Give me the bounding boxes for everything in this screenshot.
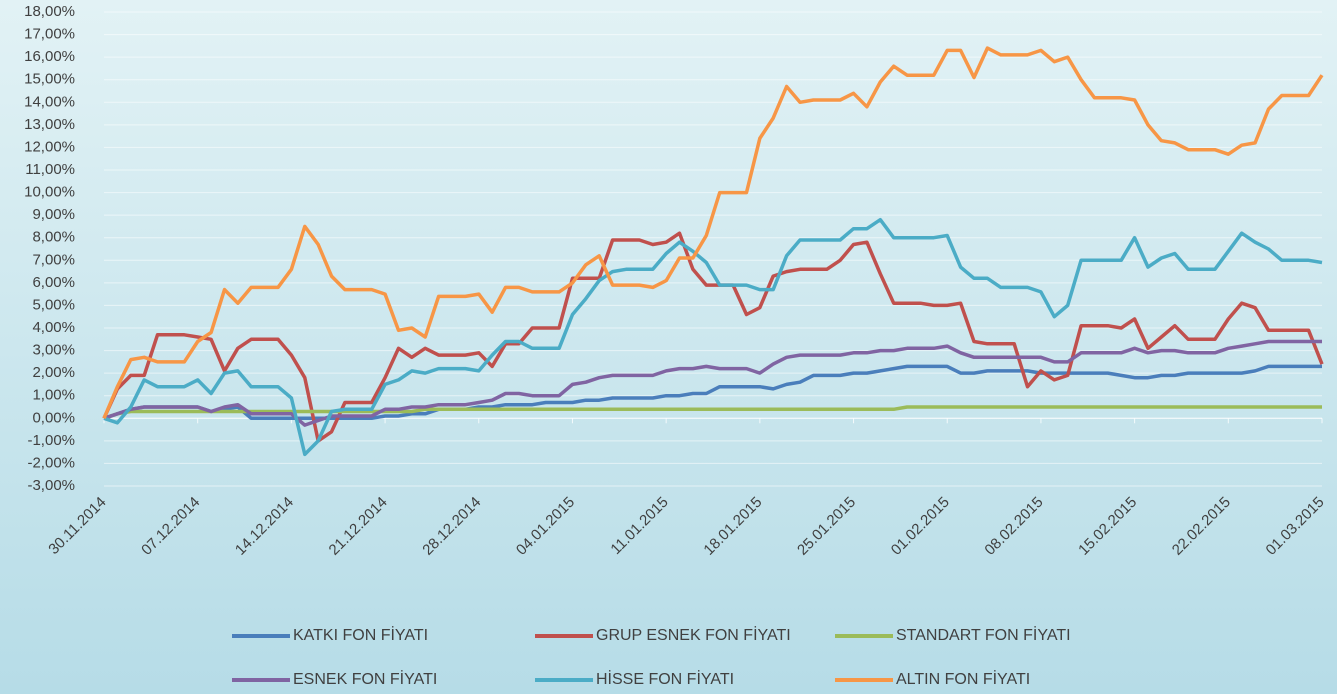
x-tick-label: 01.02.2015 bbox=[888, 494, 953, 559]
series-line bbox=[102, 231, 1324, 443]
x-tick-label: 08.02.2015 bbox=[981, 494, 1046, 559]
x-tick-label: 22.02.2015 bbox=[1169, 494, 1234, 559]
x-tick-label: 11.01.2015 bbox=[607, 494, 671, 558]
legend-label: GRUP ESNEK FON FİYATI bbox=[596, 625, 791, 644]
y-tick-label: 4,00% bbox=[32, 319, 75, 336]
x-tick-label: 01.03.2015 bbox=[1263, 494, 1328, 559]
y-tick-label: 6,00% bbox=[32, 274, 75, 291]
y-tick-label: 3,00% bbox=[32, 342, 75, 359]
y-tick-label: 10,00% bbox=[24, 184, 75, 201]
y-tick-label: 8,00% bbox=[32, 229, 75, 246]
x-tick-label: 28.12.2014 bbox=[419, 494, 484, 559]
y-tick-label: 13,00% bbox=[24, 116, 75, 133]
legend-label: ESNEK FON FİYATI bbox=[293, 669, 437, 688]
x-tick-label: 25.01.2015 bbox=[794, 494, 859, 559]
y-tick-label: 18,00% bbox=[24, 3, 75, 20]
x-tick-label: 14.12.2014 bbox=[232, 494, 297, 559]
x-tick-label: 07.12.2014 bbox=[138, 494, 203, 559]
series-line bbox=[103, 405, 1322, 420]
x-tick-label: 30.11.2014 bbox=[45, 494, 109, 558]
x-tick-label: 15.02.2015 bbox=[1075, 494, 1140, 559]
legend: KATKI FON FİYATI GRUP ESNEK FON FİYATI STA… bbox=[232, 625, 1071, 688]
y-tick-label: 17,00% bbox=[24, 26, 75, 43]
series-line bbox=[103, 339, 1322, 427]
y-tick-label: -3,00% bbox=[27, 477, 75, 494]
y-tick-label: 11,00% bbox=[25, 161, 75, 178]
series-line bbox=[102, 46, 1324, 419]
y-tick-label: 7,00% bbox=[32, 251, 75, 268]
y-tick-label: 15,00% bbox=[24, 71, 75, 88]
y-tick-label: 0,00% bbox=[32, 409, 75, 426]
series-line bbox=[103, 217, 1323, 457]
legend-label: KATKI FON FİYATI bbox=[293, 625, 428, 644]
series-line bbox=[103, 364, 1322, 421]
x-tick-label: 04.01.2015 bbox=[513, 494, 578, 559]
y-tick-label: 5,00% bbox=[32, 296, 75, 313]
y-tick-label: 9,00% bbox=[32, 206, 75, 223]
x-tick-label: 21.12.2014 bbox=[326, 494, 391, 559]
legend-label: ALTIN FON FİYATI bbox=[896, 669, 1030, 688]
legend-label: HİSSE FON FİYATI bbox=[596, 669, 734, 688]
y-tick-label: 2,00% bbox=[32, 364, 75, 381]
y-tick-label: 16,00% bbox=[24, 48, 75, 65]
y-tick-label: -1,00% bbox=[27, 432, 75, 449]
y-tick-label: 14,00% bbox=[24, 93, 75, 110]
y-tick-label: 1,00% bbox=[32, 387, 75, 404]
legend-label: STANDART FON FİYATI bbox=[896, 625, 1071, 644]
y-tick-label: -2,00% bbox=[27, 454, 75, 471]
x-tick-label: 18.01.2015 bbox=[700, 494, 765, 559]
y-tick-label: 12,00% bbox=[24, 138, 75, 155]
